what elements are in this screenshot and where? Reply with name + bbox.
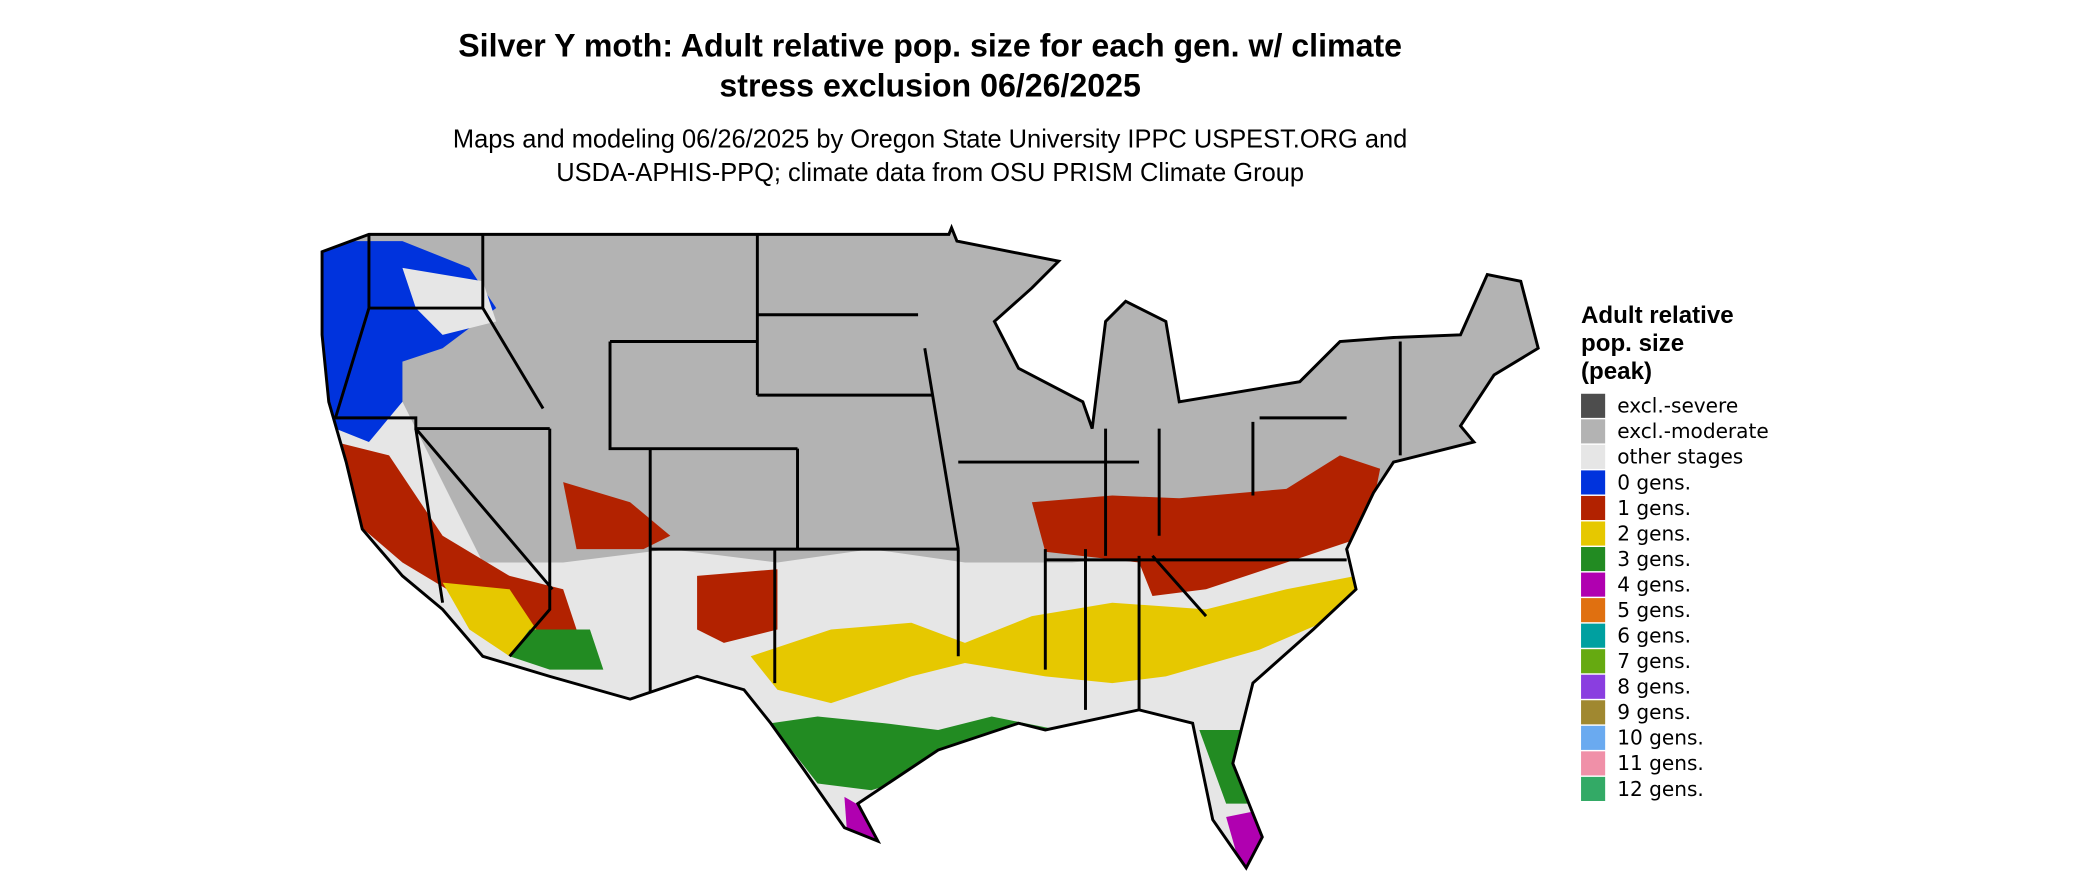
- legend-label: excl.-severe: [1617, 394, 1738, 418]
- legend-swatch: [1581, 547, 1606, 572]
- legend-title: Adult relative: [1581, 302, 1734, 329]
- legend-swatch: [1581, 700, 1606, 725]
- legend-swatch: [1581, 444, 1606, 469]
- us-outline: [320, 223, 1540, 871]
- legend-swatch: [1581, 674, 1606, 699]
- legend-label: 11 gens.: [1617, 751, 1704, 775]
- legend-swatch: [1581, 623, 1606, 648]
- legend-label: 0 gens.: [1617, 470, 1691, 494]
- titles: Silver Y moth: Adult relative pop. size …: [453, 27, 1407, 187]
- legend-label: 10 gens.: [1617, 726, 1704, 750]
- region: [1031, 455, 1381, 597]
- legend-label: 3 gens.: [1617, 547, 1691, 571]
- title: Silver Y moth: Adult relative pop. size …: [458, 27, 1402, 63]
- region: [509, 629, 604, 670]
- legend-label: 4 gens.: [1617, 572, 1691, 596]
- legend-swatch: [1581, 776, 1606, 801]
- legend-label: excl.-moderate: [1617, 419, 1769, 443]
- legend-swatch: [1581, 725, 1606, 750]
- legend-swatch: [1581, 393, 1606, 418]
- legend-swatch: [1581, 572, 1606, 597]
- subtitle: Maps and modeling 06/26/2025 by Oregon S…: [453, 125, 1407, 153]
- legend-label: 12 gens.: [1617, 777, 1704, 801]
- legend-swatch: [1581, 598, 1606, 623]
- region: [442, 582, 537, 657]
- legend-label: 7 gens.: [1617, 649, 1691, 673]
- legend-label: 1 gens.: [1617, 496, 1691, 520]
- region: [750, 575, 1357, 704]
- title: stress exclusion 06/26/2025: [719, 67, 1140, 103]
- legend-label: 5 gens.: [1617, 598, 1691, 622]
- legend-label: 8 gens.: [1617, 675, 1691, 699]
- subtitle: USDA-APHIS-PPQ; climate data from OSU PR…: [556, 159, 1304, 187]
- legend-title: (peak): [1581, 358, 1652, 385]
- region: [402, 267, 497, 335]
- legend-swatch: [1581, 495, 1606, 521]
- region: [335, 441, 577, 630]
- legend-label: 2 gens.: [1617, 521, 1691, 545]
- legend-label: 9 gens.: [1617, 700, 1691, 724]
- legend-swatch: [1581, 649, 1606, 674]
- region: [697, 569, 778, 643]
- legend-swatch: [1581, 751, 1606, 776]
- legend-swatch: [1581, 470, 1606, 495]
- legend-label: 6 gens.: [1617, 624, 1691, 648]
- legend-swatch: [1581, 419, 1606, 444]
- legend-title: pop. size: [1581, 330, 1684, 357]
- region: [563, 482, 671, 550]
- map: [322, 227, 1539, 868]
- legend-swatch: [1581, 521, 1606, 546]
- legend-label: other stages: [1617, 445, 1743, 469]
